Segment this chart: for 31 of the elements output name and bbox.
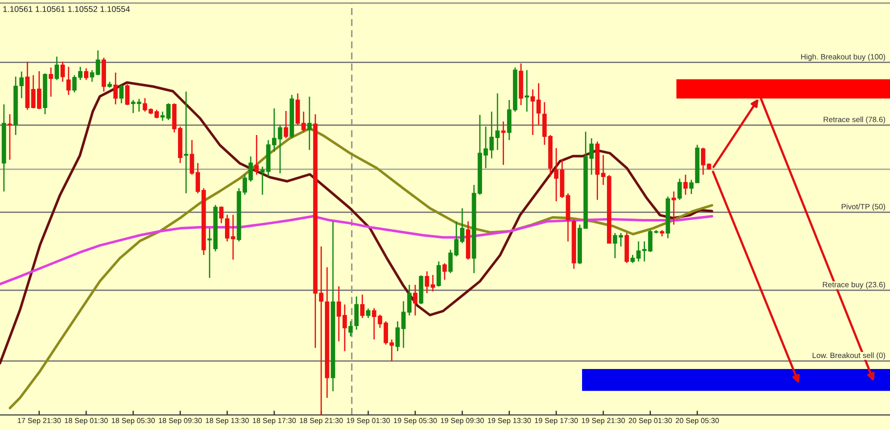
- candlestick: [672, 190, 676, 226]
- candlestick: [677, 178, 682, 200]
- candlestick: [683, 174, 688, 196]
- candlestick: [48, 66, 54, 98]
- candlestick: [60, 61, 65, 82]
- candlestick: [366, 308, 370, 319]
- candlestick: [354, 296, 359, 330]
- candlestick: [54, 56, 59, 81]
- candlestick: [501, 120, 506, 166]
- candlestick: [84, 68, 88, 81]
- candlestick: [413, 284, 418, 316]
- text: 1.10561 1.10561 1.10552 1.10554: [3, 6, 130, 12]
- candlestick: [442, 262, 447, 280]
- candlestick: [219, 206, 224, 224]
- candlestick: [90, 69, 94, 82]
- candlestick: [113, 72, 118, 105]
- candlestick: [284, 110, 288, 139]
- candlestick: [166, 102, 171, 121]
- candlestick: [436, 260, 441, 288]
- candlestick: [184, 90, 188, 194]
- candlestick: [8, 114, 12, 160]
- candlestick: [348, 320, 353, 337]
- candlestick: [360, 294, 365, 319]
- candlestick: [119, 84, 124, 104]
- candlestick: [307, 96, 312, 151]
- candlestick: [254, 134, 259, 176]
- candlestick: [125, 84, 130, 106]
- candlestick: [96, 50, 100, 76]
- candlestick: [524, 69, 530, 112]
- candlestick: [160, 111, 165, 122]
- candlestick: [66, 66, 71, 96]
